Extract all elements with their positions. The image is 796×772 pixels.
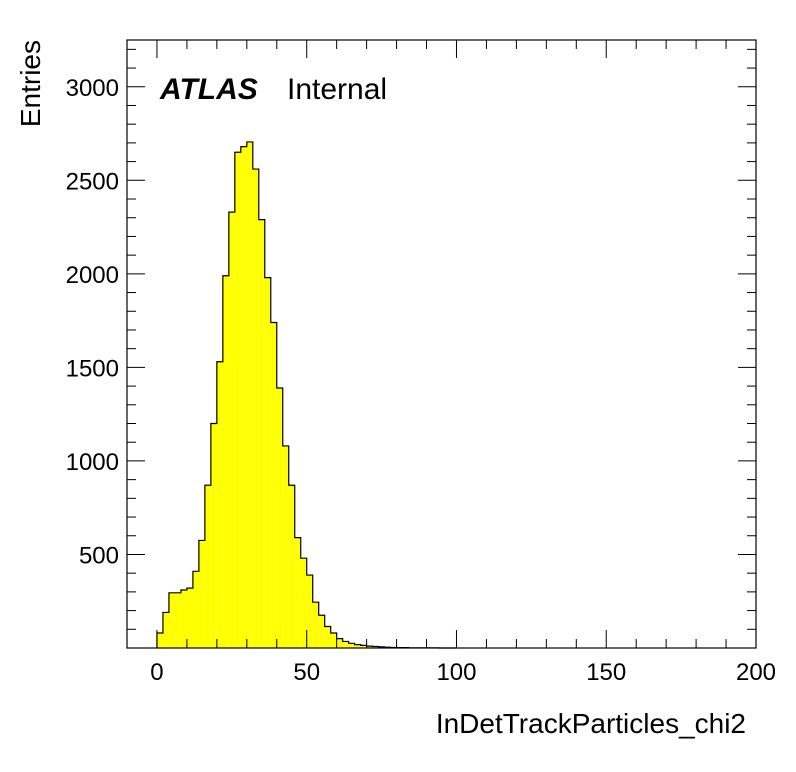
histogram-bar bbox=[300, 558, 307, 648]
histogram-bar bbox=[180, 590, 187, 648]
histogram-bar bbox=[204, 485, 211, 648]
histogram-bar bbox=[156, 633, 163, 648]
histogram-bar bbox=[348, 643, 355, 648]
histogram-bar bbox=[258, 219, 265, 648]
histogram-bar bbox=[342, 641, 349, 648]
x-tick-label: 200 bbox=[736, 659, 776, 686]
x-axis-title: InDetTrackParticles_chi2 bbox=[436, 708, 746, 739]
plot-frame bbox=[126, 39, 757, 649]
histogram-bar bbox=[192, 571, 199, 648]
y-tick-label: 2500 bbox=[66, 168, 119, 195]
histogram-bar bbox=[366, 646, 373, 648]
histogram-bar bbox=[228, 212, 235, 648]
x-tick-label: 150 bbox=[586, 659, 626, 686]
histogram-bar bbox=[246, 141, 253, 649]
axis-ticks bbox=[127, 40, 757, 648]
histogram-bar bbox=[276, 387, 283, 648]
histogram-bar bbox=[330, 633, 337, 648]
y-tick-label: 3000 bbox=[66, 75, 119, 102]
x-tick-label: 100 bbox=[436, 659, 476, 686]
y-tick-label: 500 bbox=[79, 542, 119, 569]
histogram-bar bbox=[306, 575, 313, 648]
y-tick-label: 2000 bbox=[66, 262, 119, 289]
histogram-bar bbox=[216, 361, 223, 648]
tick-labels: 0 50 100 150 200 500 1000 1500 2000 2500 3000 bbox=[66, 75, 776, 686]
histogram-bar bbox=[294, 537, 301, 648]
internal-label: Internal bbox=[287, 73, 387, 106]
histogram-bar bbox=[234, 152, 241, 648]
histogram-bar bbox=[360, 645, 367, 648]
histogram-bar bbox=[318, 615, 325, 648]
y-axis-title: Entries bbox=[15, 40, 46, 127]
histogram-bar bbox=[264, 277, 271, 648]
histogram-bar bbox=[336, 638, 343, 648]
histogram-bar bbox=[354, 644, 361, 648]
x-tick-label: 0 bbox=[150, 659, 163, 686]
histogram-bar bbox=[288, 485, 295, 648]
histogram-bar bbox=[324, 626, 331, 648]
histogram-outline bbox=[156, 141, 457, 649]
histogram-bar bbox=[312, 602, 319, 648]
plot-border bbox=[126, 39, 757, 649]
y-tick-label: 1000 bbox=[66, 449, 119, 476]
atlas-label: ATLAS bbox=[159, 73, 258, 106]
histogram-bar bbox=[162, 612, 169, 648]
y-tick-label: 1500 bbox=[66, 355, 119, 382]
histogram-bar bbox=[270, 322, 277, 648]
histogram-bar bbox=[372, 646, 379, 648]
x-tick-label: 50 bbox=[293, 659, 320, 686]
histogram-bar bbox=[168, 592, 175, 648]
histogram-bar bbox=[198, 540, 205, 648]
histogram-bars bbox=[156, 141, 439, 649]
histogram-bar bbox=[282, 445, 289, 648]
histogram-bar bbox=[252, 169, 259, 649]
histogram-bar bbox=[210, 423, 217, 648]
histogram-bar bbox=[186, 588, 193, 648]
histogram-bar bbox=[240, 146, 247, 648]
histogram-bar bbox=[222, 275, 229, 648]
histogram-bar bbox=[174, 592, 181, 648]
